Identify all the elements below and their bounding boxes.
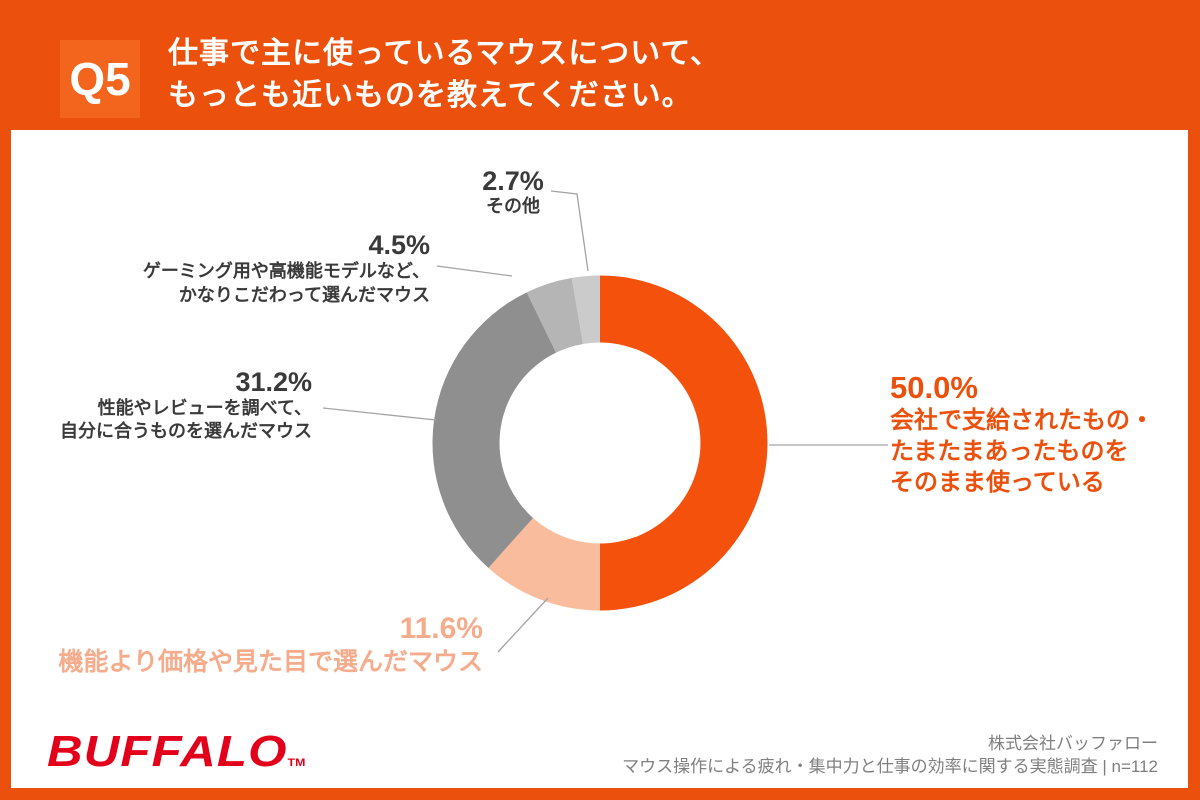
question-header: Q5 仕事で主に使っているマウスについて、 もっとも近いものを教えてください。 <box>0 0 1200 130</box>
callout-price-label: 機能より価格や見た目で選んだマウス <box>58 648 483 676</box>
leader-line-price <box>497 597 549 653</box>
callout-company-label-line-2: たまたまあったものを <box>890 438 1129 465</box>
callout-review-percent: 31.2% <box>235 367 312 397</box>
donut-segment-1 <box>488 517 600 611</box>
callout-gaming-label-line-2: かなりこだわって選んだマウス <box>178 285 430 305</box>
callout-review-label-line-2: 自分に合うものを選んだマウス <box>60 421 312 441</box>
callout-review: 31.2% 性能やレビューを調べて、 自分に合うものを選んだマウス <box>32 367 312 443</box>
leader-line-review <box>322 407 437 421</box>
callout-gaming: 4.5% ゲーミング用や高機能モデルなど、 かなりこだわって選んだマウス <box>60 231 430 307</box>
question-title-line-2: もっとも近いものを教えてください。 <box>168 79 693 112</box>
callout-gaming-label-line-1: ゲーミング用や高機能モデルなど、 <box>142 261 430 281</box>
buffalo-logo: BUFFALOTM <box>47 727 305 777</box>
donut-segment-0 <box>600 275 768 611</box>
callout-company: 50.0% 会社で支給されたもの・ たまたまあったものを そのまま使っている <box>890 371 1180 498</box>
buffalo-logo-text: BUFFALO <box>47 727 288 776</box>
callout-company-percent: 50.0% <box>890 370 978 405</box>
survey-source: 株式会社バッファロー マウス操作による疲れ・集中力と仕事の効率に関する実態調査 … <box>622 732 1158 778</box>
leader-line-other <box>550 190 589 272</box>
trademark-symbol: TM <box>287 757 306 769</box>
question-title: 仕事で主に使っているマウスについて、 もっとも近いものを教えてください。 <box>168 33 721 117</box>
callout-gaming-percent: 4.5% <box>368 230 430 260</box>
survey-source-company: 株式会社バッファロー <box>988 734 1158 753</box>
callout-other: 2.7% その他 <box>428 167 598 217</box>
question-title-line-1: 仕事で主に使っているマウスについて、 <box>168 37 721 70</box>
survey-source-title: マウス操作による疲れ・集中力と仕事の効率に関する実態調査 | n=112 <box>622 757 1158 776</box>
donut-segment-3 <box>526 277 584 353</box>
callout-price-percent: 11.6% <box>399 612 483 645</box>
donut-segment-2 <box>432 292 557 568</box>
leader-line-gaming <box>436 265 513 277</box>
chart-canvas <box>11 130 1188 788</box>
callout-review-label-line-1: 性能やレビューを調べて、 <box>97 398 312 418</box>
callout-price: 11.6% 機能より価格や見た目で選んだマウス <box>55 612 483 678</box>
callout-other-label: その他 <box>486 196 540 216</box>
question-number-badge: Q5 <box>60 40 140 118</box>
callout-company-label-line-1: 会社で支給されたもの・ <box>890 407 1154 434</box>
donut-segment-4 <box>571 275 600 344</box>
donut-segments <box>432 275 768 611</box>
callout-company-label-line-3: そのまま使っている <box>890 469 1105 496</box>
callout-other-percent: 2.7% <box>482 166 544 196</box>
